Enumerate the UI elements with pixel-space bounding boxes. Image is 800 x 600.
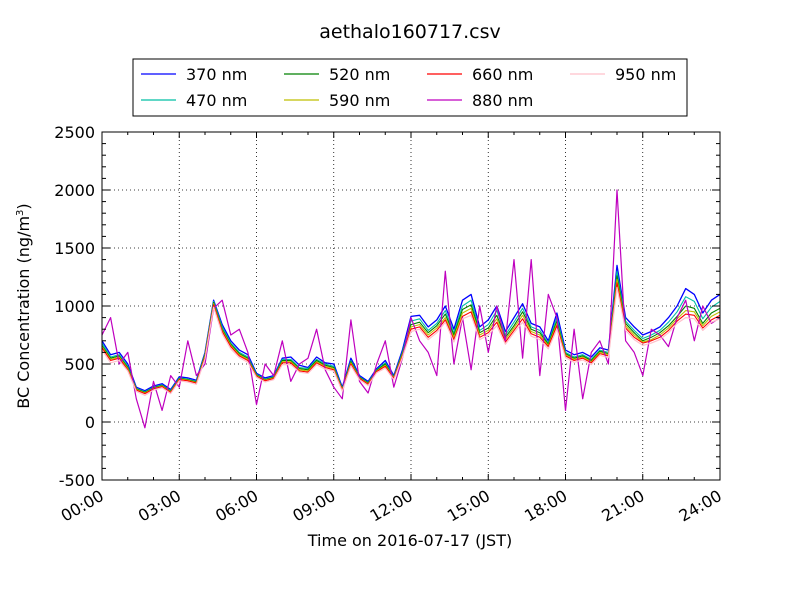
y-tick-label: 1000: [54, 297, 95, 316]
y-tick-label: 2500: [54, 123, 95, 142]
y-axis-label: BC Concentration (ng/m3): [14, 203, 33, 408]
x-tick-label: 24:00: [676, 486, 725, 526]
legend: 370 nm 470 nm 520 nm 590 nm 660 nm 880 nm 950 …: [132, 58, 688, 117]
x-tick-label: 21:00: [598, 486, 647, 526]
chart-title: aethalo160717.csv: [319, 21, 501, 43]
grid-lines: [101, 131, 721, 481]
legend-label: 370 nm: [186, 65, 247, 84]
x-tick-labels: 00:00 03:00 06:00 09:00 12:00 15:00 18:00 21:00…: [58, 486, 725, 526]
legend-label: 950 nm: [615, 65, 676, 84]
legend-label: 470 nm: [186, 91, 247, 110]
legend-box: [132, 58, 688, 117]
legend-label: 660 nm: [472, 65, 533, 84]
x-tick-label: 12:00: [367, 486, 416, 526]
y-tick-label: 0: [85, 413, 95, 432]
x-tick-label: 18:00: [521, 486, 570, 526]
legend-label: 590 nm: [329, 91, 390, 110]
x-axis-label: Time on 2016-07-17 (JST): [307, 531, 512, 550]
y-axis-label-superscript: 3: [15, 210, 26, 216]
x-tick-label: 09:00: [289, 486, 338, 526]
legend-label: 880 nm: [472, 91, 533, 110]
x-tick-label: 06:00: [212, 486, 261, 526]
y-tick-label: -500: [59, 471, 95, 490]
series-line-880-nm: [101, 189, 721, 429]
y-tick-label: 1500: [54, 239, 95, 258]
x-tick-label: 15:00: [444, 486, 493, 526]
y-axis-label-main: BC Concentration (ng/m: [14, 216, 33, 409]
x-tick-label: 03:00: [135, 486, 184, 526]
y-axis-label-close: ): [14, 203, 33, 209]
series-lines: [101, 189, 721, 429]
plot-frame: [101, 131, 721, 481]
y-tick-label: 500: [64, 355, 95, 374]
y-tick-label: 2000: [54, 181, 95, 200]
series-line-520-nm: [101, 275, 721, 393]
y-tick-labels: -500 0 500 1000 1500 2000 2500: [54, 123, 95, 490]
x-tick-label: 00:00: [58, 486, 107, 526]
legend-label: 520 nm: [329, 65, 390, 84]
series-line-950-nm: [101, 286, 721, 396]
